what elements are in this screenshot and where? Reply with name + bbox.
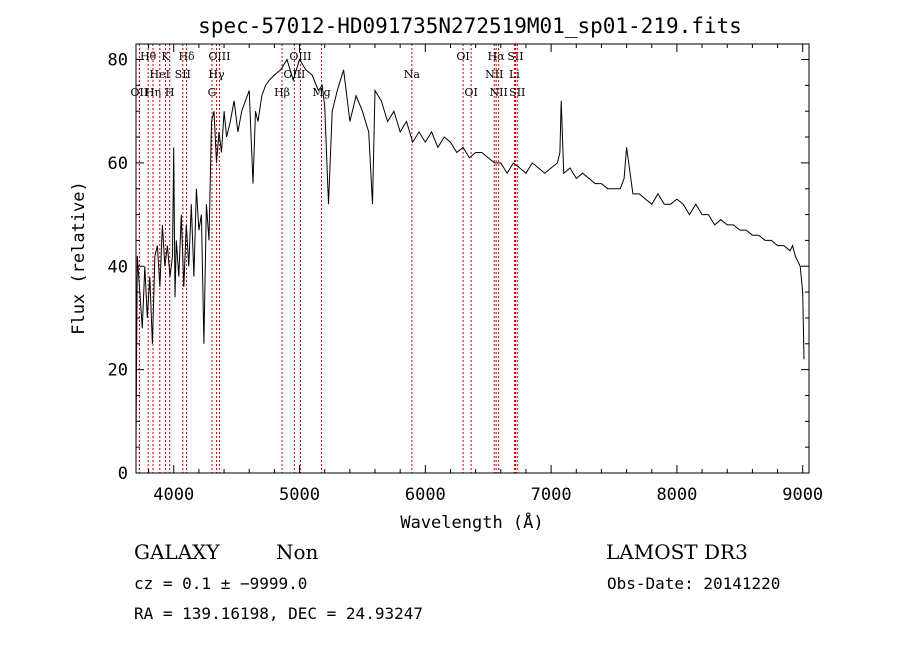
line-markers: OII Hθ Hη HeI K H Hδ SII G Hγ OIII Hβ OIII OIII Mg Na OI… (131, 44, 525, 473)
y-tick-label-0: 0 (118, 464, 128, 484)
y-tick-label-2: 40 (108, 257, 128, 277)
marker-label-4: K (161, 50, 170, 63)
plot-frame (135, 43, 810, 474)
marker-label-2: Hη (145, 86, 161, 99)
x-tick-label-2: 6000 (405, 485, 446, 505)
marker-label-19: Hα (488, 50, 506, 63)
x-tick-label-1: 5000 (279, 485, 320, 505)
marker-label-7: SII (175, 68, 191, 81)
y-axis-label: Flux (relative) (69, 181, 89, 335)
x-tick-label-3: 7000 (531, 485, 572, 505)
object-class: GALAXY (134, 540, 220, 564)
marker-label-15: Na (404, 68, 421, 81)
marker-label-22: SII (507, 50, 523, 63)
x-axis: 4000 5000 6000 7000 8000 9000 (148, 44, 823, 505)
y-tick-label-1: 20 (108, 361, 128, 381)
marker-label-5: H (165, 86, 175, 99)
marker-label-1: Hθ (140, 50, 157, 63)
object-subclass: Non (276, 540, 319, 564)
observation-date: Obs-Date: 20141220 (607, 574, 780, 593)
marker-label-13: OIII (289, 50, 311, 63)
marker-label-6: Hδ (178, 50, 195, 63)
marker-label-12: OIII (283, 68, 305, 81)
marker-label-9: Hγ (208, 68, 225, 81)
marker-label-18: NII (485, 68, 503, 81)
marker-label-17: OI (464, 86, 477, 99)
spectrum-series (135, 58, 805, 448)
x-tick-label-0: 4000 (153, 485, 194, 505)
x-axis-label: Wavelength (Å) (400, 511, 543, 533)
marker-label-21: Li (509, 68, 520, 81)
x-tick-label-4: 8000 (656, 485, 697, 505)
marker-label-16: OI (456, 50, 469, 63)
survey-name: LAMOST DR3 (606, 540, 748, 564)
x-tick-label-5: 9000 (782, 485, 823, 505)
y-tick-label-4: 80 (108, 51, 128, 71)
marker-label-11: Hβ (274, 86, 290, 99)
marker-label-10: OIII (208, 50, 230, 63)
y-axis: 0 20 40 60 80 (108, 51, 809, 484)
marker-label-3: HeI (150, 68, 170, 81)
spectrum-line-0 (135, 58, 805, 448)
chart-title: spec-57012-HD091735N272519M01_sp01-219.f… (198, 14, 742, 38)
marker-label-14: Mg (312, 86, 330, 99)
coordinates: RA = 139.16198, DEC = 24.93247 (134, 604, 423, 623)
redshift-value: cz = 0.1 ± −9999.0 (134, 574, 307, 593)
marker-label-20: NII (490, 86, 508, 99)
marker-label-0: OII (131, 86, 149, 99)
y-tick-label-3: 60 (108, 154, 128, 174)
marker-label-8: G (208, 86, 217, 99)
marker-label-23: SII (509, 86, 525, 99)
